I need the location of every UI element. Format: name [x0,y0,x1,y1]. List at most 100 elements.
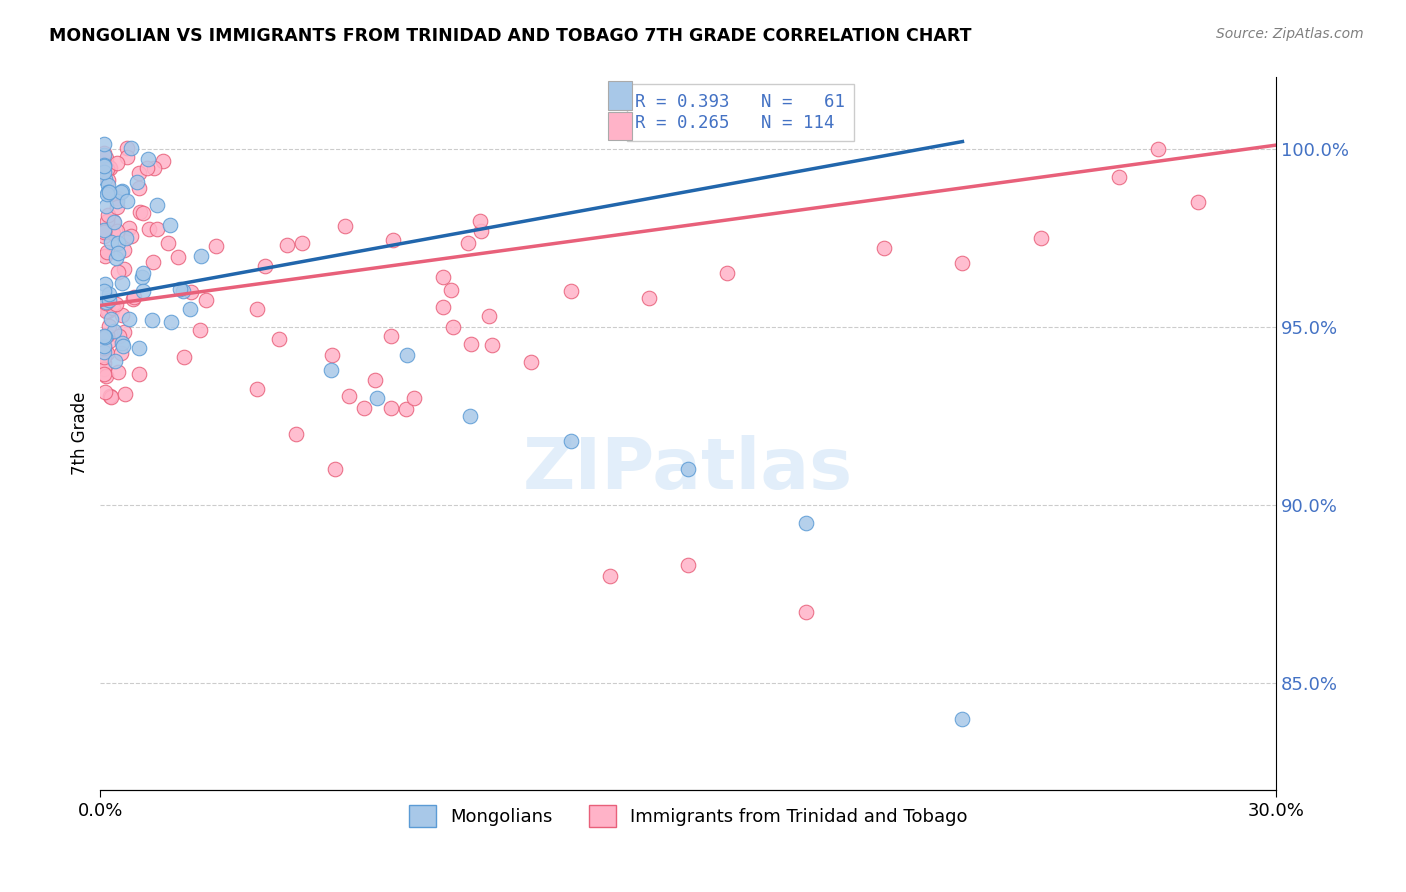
Point [97,286,120,301]
Point [93,224,115,238]
Point [94,384,117,399]
Point [100,235,122,249]
Point [107,235,129,250]
Point [98,319,121,334]
Point [1147,142,1170,156]
Point [160,315,183,329]
Point [100,311,122,326]
Point [111,335,134,350]
Point [152,153,174,168]
Point [138,221,160,235]
Point [94,199,117,213]
Point [105,191,128,205]
Point [253,259,276,273]
Point [96,346,118,360]
Point [676,558,699,573]
Point [676,462,699,476]
Point [93,367,115,381]
FancyBboxPatch shape [609,112,631,140]
Point [111,308,134,322]
Point [107,365,129,379]
Point [115,231,138,245]
Point [96,213,118,227]
Point [1187,195,1209,210]
Point [112,262,135,277]
Point [560,284,582,298]
Point [246,301,269,316]
Point [285,426,308,441]
Point [131,269,153,284]
Point [118,312,141,326]
Point [120,141,142,155]
Point [380,401,402,415]
Point [363,373,385,387]
Point [141,312,163,326]
Point [366,391,388,405]
Point [100,187,122,202]
Point [1108,170,1130,185]
Point [395,348,418,362]
Point [166,250,188,264]
Point [105,156,128,170]
Point [93,350,115,364]
Point [460,409,482,423]
FancyBboxPatch shape [609,81,631,110]
Point [794,516,817,530]
Point [93,148,115,162]
Point [142,255,165,269]
Point [105,194,128,209]
Point [441,319,464,334]
Point [112,243,135,257]
Text: MONGOLIAN VS IMMIGRANTS FROM TRINIDAD AND TOBAGO 7TH GRADE CORRELATION CHART: MONGOLIAN VS IMMIGRANTS FROM TRINIDAD AN… [49,27,972,45]
Point [96,151,118,165]
Point [93,362,115,376]
Point [93,341,115,355]
Point [188,323,211,337]
Point [246,382,269,396]
Point [111,277,134,291]
Point [395,402,418,417]
Point [98,161,121,175]
Point [93,330,115,344]
Point [103,214,125,228]
Point [156,235,179,250]
Point [105,297,128,311]
Point [468,213,491,227]
Point [96,162,118,177]
Point [952,712,974,726]
Point [337,389,360,403]
Point [96,328,118,343]
Point [276,238,298,252]
Point [128,181,150,195]
Point [103,301,125,316]
Point [104,354,127,368]
Point [146,198,169,212]
Point [93,356,115,370]
Point [93,330,115,344]
Point [93,329,115,343]
Point [190,249,212,263]
Point [520,355,543,369]
Point [173,350,195,364]
Point [93,146,115,161]
Point [129,205,152,219]
Point [97,293,120,308]
Point [93,160,115,174]
Text: Source: ZipAtlas.com: Source: ZipAtlas.com [1216,27,1364,41]
Point [111,339,134,353]
Point [136,152,159,166]
Point [267,332,290,346]
Legend: Mongolians, Immigrants from Trinidad and Tobago: Mongolians, Immigrants from Trinidad and… [401,797,974,834]
Point [93,226,115,240]
Point [382,233,405,247]
Point [94,277,117,291]
Point [105,251,128,265]
Point [131,266,153,280]
Point [179,301,201,316]
Point [132,206,155,220]
Point [98,389,121,403]
Point [101,214,124,228]
Point [114,387,136,401]
Point [180,285,202,300]
Point [319,362,342,376]
